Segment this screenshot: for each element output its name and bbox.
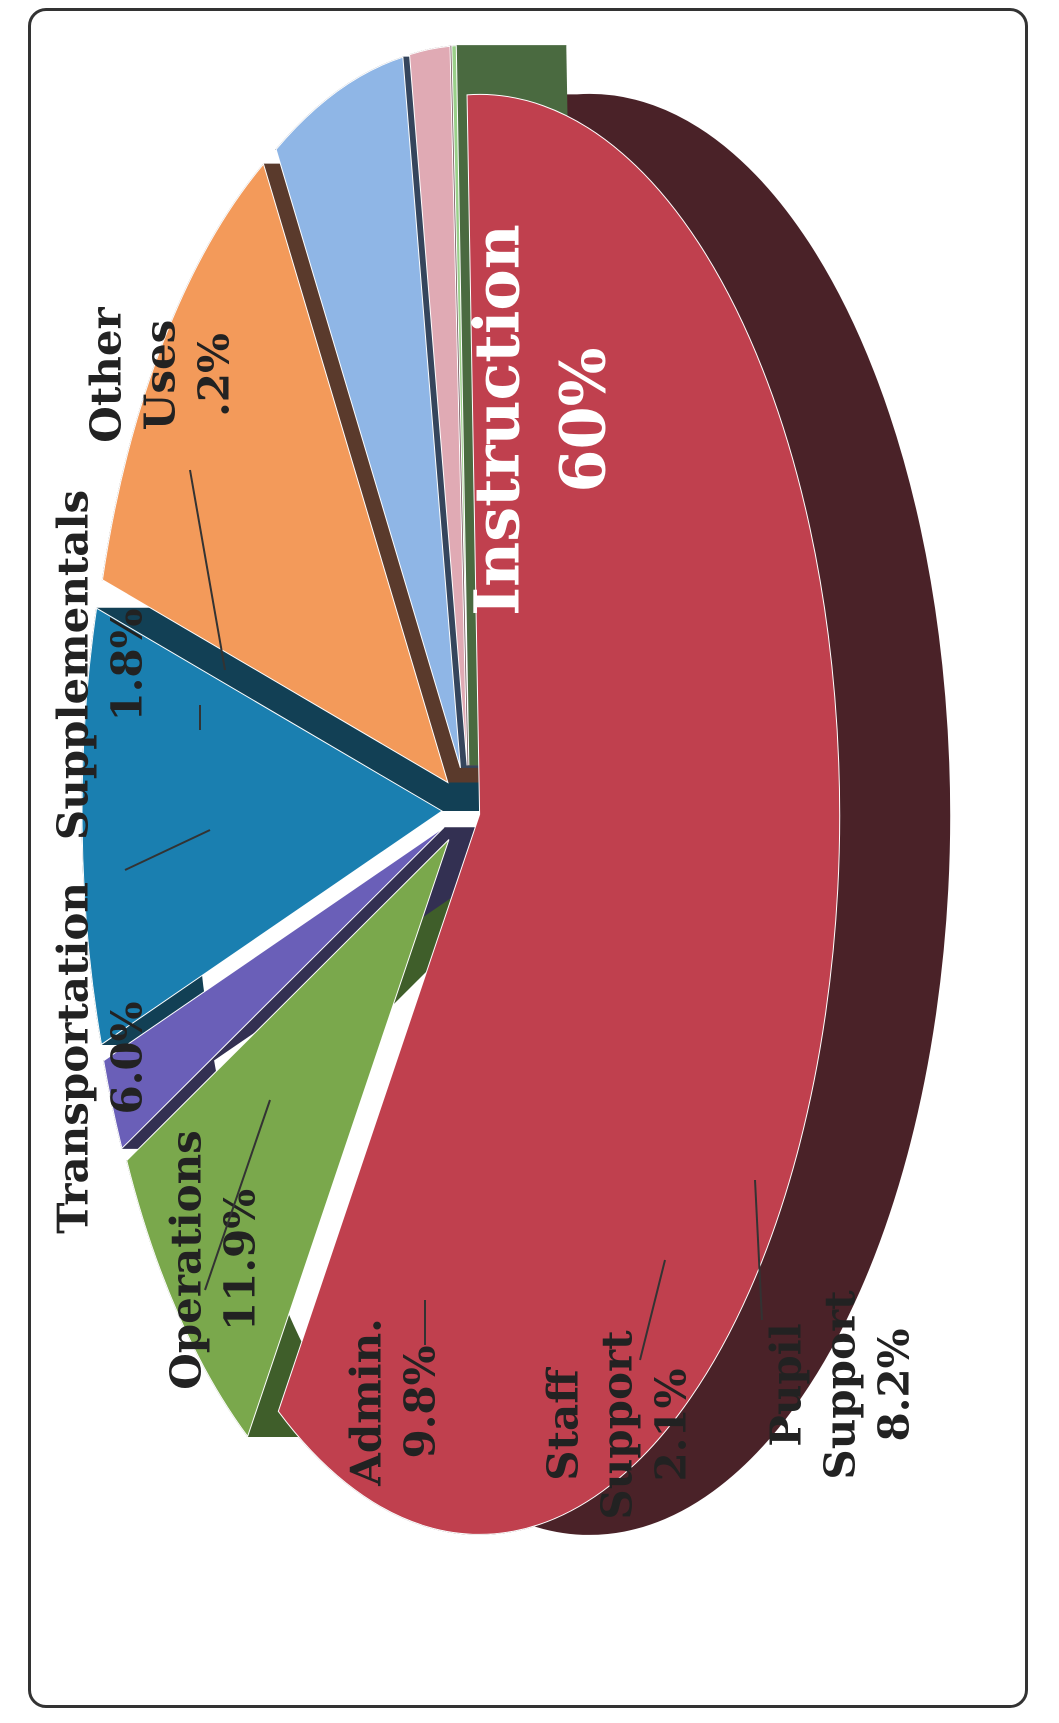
slice-admin bbox=[81, 607, 443, 1046]
label-transportation: Transportation 6.0% bbox=[49, 882, 152, 1234]
label-line: 8.2% bbox=[870, 1329, 919, 1442]
leader-line bbox=[204, 1099, 271, 1291]
label-admin: Admin. 9.8% bbox=[342, 1318, 445, 1487]
leader-line bbox=[124, 829, 211, 871]
slice-supplementals bbox=[409, 45, 468, 766]
slice-pupil_support bbox=[126, 839, 450, 1438]
label-line: Support bbox=[816, 1290, 865, 1480]
label-line: Supplementals bbox=[49, 490, 98, 840]
label-line: Admin. bbox=[342, 1318, 391, 1487]
label-line: Operations bbox=[162, 1130, 211, 1390]
leader-line bbox=[189, 469, 226, 671]
label-other_uses: Other Uses .2% bbox=[82, 306, 239, 442]
label-operations: Operations 11.9% bbox=[162, 1130, 265, 1390]
slice-transportation bbox=[275, 56, 461, 769]
slice-other_uses bbox=[451, 45, 470, 766]
label-line: 6.0% bbox=[103, 1002, 152, 1115]
label-line: Other bbox=[82, 306, 131, 442]
label-line: Support bbox=[593, 1330, 642, 1520]
slice-operations bbox=[101, 163, 449, 784]
label-line: Instruction bbox=[461, 224, 534, 616]
label-pupil_support: Pupil Support 8.2% bbox=[762, 1290, 919, 1480]
slice-staff_support bbox=[103, 826, 445, 1150]
leader-line bbox=[754, 1179, 763, 1321]
label-line: Uses bbox=[136, 320, 185, 431]
label-staff_support: Staff Support 2.1% bbox=[539, 1330, 696, 1520]
label-instruction: Instruction 60% bbox=[461, 224, 620, 616]
label-line: 60% bbox=[547, 347, 620, 492]
label-line: Pupil bbox=[762, 1323, 811, 1446]
label-line: Staff bbox=[539, 1367, 588, 1481]
label-line: 1.8% bbox=[103, 609, 152, 722]
slice-instruction bbox=[277, 93, 841, 1535]
label-line: 2.1% bbox=[647, 1369, 696, 1482]
pie-tops bbox=[81, 45, 841, 1535]
label-supplementals: Supplementals 1.8% bbox=[49, 490, 152, 840]
label-line: Transportation bbox=[49, 882, 98, 1234]
leader-line bbox=[639, 1259, 666, 1361]
label-line: 11.9% bbox=[216, 1189, 265, 1331]
label-line: 9.8% bbox=[396, 1346, 445, 1459]
label-line: .2% bbox=[190, 333, 239, 417]
